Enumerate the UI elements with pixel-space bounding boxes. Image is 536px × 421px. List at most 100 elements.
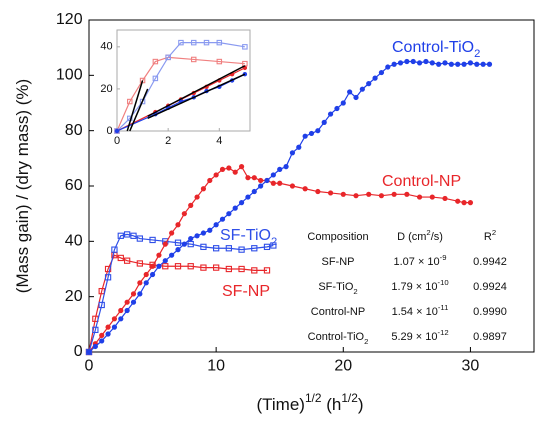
point xyxy=(289,150,296,156)
point xyxy=(378,193,385,199)
point xyxy=(245,194,251,200)
point xyxy=(226,165,232,171)
point xyxy=(442,60,448,66)
point xyxy=(137,280,143,286)
point xyxy=(123,257,131,264)
point xyxy=(124,299,130,305)
point xyxy=(391,61,397,67)
point xyxy=(270,242,277,249)
table-cell-part: 1.54 × 10 xyxy=(392,306,438,318)
x-tick-label: 20 xyxy=(334,358,352,375)
point xyxy=(149,263,156,269)
point xyxy=(130,232,137,239)
x-tick-label: 0 xyxy=(85,358,94,375)
point xyxy=(156,252,162,258)
point xyxy=(162,263,169,270)
table-cell: Control-TiO2 xyxy=(308,331,369,346)
point xyxy=(232,169,238,175)
point xyxy=(245,175,251,181)
table-cell: SF-NP xyxy=(322,256,355,268)
point xyxy=(114,128,120,134)
point xyxy=(174,239,182,246)
point xyxy=(340,100,346,106)
point xyxy=(213,222,219,228)
point xyxy=(340,191,346,197)
point xyxy=(104,274,112,281)
series-line xyxy=(147,65,246,117)
table-cell-part: 0.9990 xyxy=(473,306,507,318)
point xyxy=(404,191,410,197)
point xyxy=(385,64,391,70)
y-tick-label: 80 xyxy=(65,122,83,139)
point xyxy=(152,75,159,82)
table-cell-part: 0.9897 xyxy=(473,331,507,343)
point xyxy=(190,56,197,63)
point xyxy=(429,60,435,66)
point xyxy=(410,58,416,65)
point xyxy=(486,61,493,67)
point xyxy=(156,263,162,269)
y-tick-label: 0 xyxy=(106,125,112,137)
table-cell-sub: 2 xyxy=(353,287,357,296)
point xyxy=(467,200,474,206)
point xyxy=(226,211,232,217)
point xyxy=(270,172,276,178)
point xyxy=(289,183,296,189)
y-axis-label-part: (Mass gain) / (dry mass) (%) xyxy=(13,79,32,293)
series-label-part: Control-TiO xyxy=(392,39,474,56)
point xyxy=(302,186,308,192)
point xyxy=(480,61,486,67)
point xyxy=(283,164,289,170)
point xyxy=(308,130,315,137)
point xyxy=(207,177,213,184)
y-tick-label: 20 xyxy=(65,288,83,305)
point xyxy=(111,246,118,253)
table-header: Composition xyxy=(307,231,368,243)
point xyxy=(270,180,276,186)
point xyxy=(124,307,130,314)
point xyxy=(175,247,181,253)
x-axis-label-part: ) xyxy=(358,395,364,414)
point xyxy=(467,60,474,66)
point xyxy=(327,190,334,196)
table-cell-sub: 2 xyxy=(364,337,368,346)
table-cell: 1.07 × 10-9 xyxy=(393,253,446,268)
point xyxy=(353,193,359,199)
point xyxy=(263,267,271,274)
table-cell: 0.9924 xyxy=(473,281,507,293)
table-cell-part: 0.9942 xyxy=(473,256,507,268)
series-label-part: SF-TiO xyxy=(220,227,271,244)
x-tick-label: 30 xyxy=(462,358,480,375)
point xyxy=(136,260,144,267)
point xyxy=(416,60,423,66)
series-label: Control-TiO2 xyxy=(392,39,480,60)
y-axis-label: (Mass gain) / (dry mass) (%) xyxy=(13,79,32,293)
table-cell-sup: -11 xyxy=(438,303,449,312)
point xyxy=(194,194,200,200)
point xyxy=(442,195,448,202)
table-cell: 0.9942 xyxy=(473,256,507,268)
table-cell-part: 1.07 × 10 xyxy=(393,256,439,268)
table-cell-part: SF-TiO xyxy=(318,281,353,293)
table-cell: SF-TiO2 xyxy=(318,281,357,296)
point xyxy=(277,166,283,172)
point xyxy=(194,233,200,239)
point xyxy=(378,69,385,76)
point xyxy=(251,175,257,181)
table-cell: 1.54 × 10-11 xyxy=(392,303,449,318)
point xyxy=(321,119,327,125)
point xyxy=(219,216,226,222)
point xyxy=(219,166,226,172)
point xyxy=(118,316,124,322)
point xyxy=(251,188,257,195)
series-line xyxy=(88,60,490,353)
point xyxy=(347,89,353,95)
series-label-part: Control-NP xyxy=(382,173,461,190)
point xyxy=(359,86,365,92)
point xyxy=(92,326,99,334)
point xyxy=(263,243,271,251)
table-cell: Control-NP xyxy=(311,306,365,318)
point xyxy=(455,198,461,204)
point xyxy=(187,240,194,248)
